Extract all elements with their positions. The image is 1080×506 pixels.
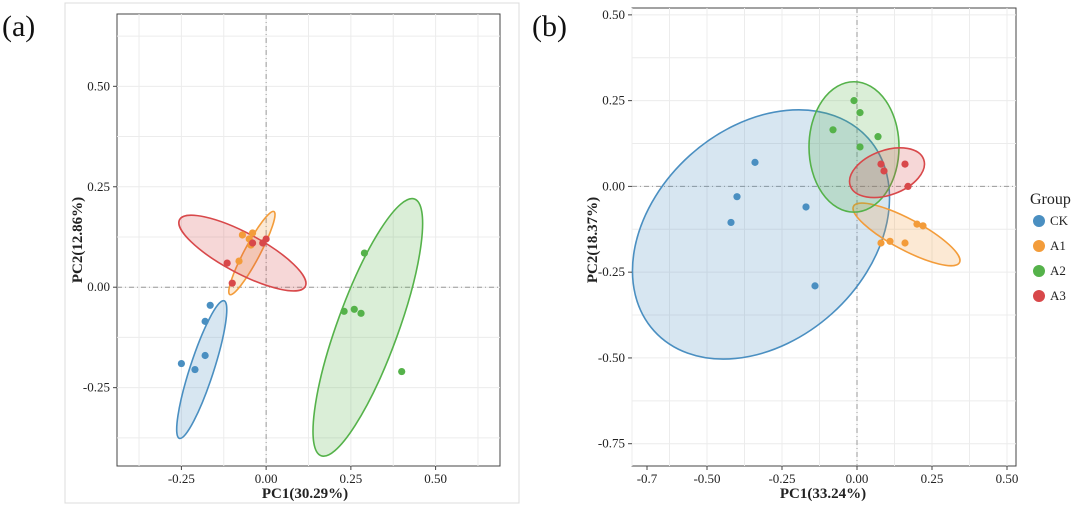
y-tick-label-a: 0.25 [87,179,110,194]
legend-swatch-a3 [1033,290,1045,302]
point-ck-b [802,203,810,211]
point-a2-a [360,249,369,257]
y-tick-label-b: 0.25 [602,93,625,108]
plot-b: -0.7 -0.50 -0.25 0.00 0.25 0.50 -0.75 -0.50 -0.2… [598,7,1019,486]
point-ck-a [177,359,185,368]
point-ck-b [733,193,741,201]
y-tick-label-b: -0.25 [598,264,625,279]
point-a1-b [919,222,927,230]
x-tick-label-b: -0.7 [637,471,658,486]
x-axis-title-a: PC1(30.29%) [262,486,348,502]
point-a1-b [877,239,885,247]
y-tick-label-b: -0.75 [598,436,625,451]
point-a2-a [350,305,358,313]
point-a3-b [901,160,909,168]
ellipse-ck-a [175,299,228,440]
point-a2-b [856,143,864,151]
point-ck-b [727,218,735,227]
point-ck-a [191,365,199,374]
legend-entry-a2: A2 [1050,263,1066,278]
legend-swatch-ck [1033,215,1045,227]
x-tick-label-a: -0.25 [168,471,195,486]
x-tick-label-a: 0.50 [424,471,447,486]
point-a3-a [223,259,231,267]
point-a3-a [228,279,236,287]
y-tick-label-b: -0.50 [598,350,625,365]
point-a3-a [262,235,270,243]
legend-entry-a1: A1 [1050,238,1066,253]
point-a3-b [880,167,888,175]
x-tick-label-b: -0.50 [693,471,720,486]
point-a2-b [829,126,837,134]
plot-area-b [631,7,1017,467]
point-a2-a [398,367,406,376]
ellipse-a2-b [808,80,900,213]
point-ck-a [201,317,209,325]
y-tick-label-b: 0.00 [602,178,625,193]
point-a2-b [856,109,864,117]
y-tick-label-b: 0.50 [602,7,625,22]
point-a2-b [874,133,882,141]
point-ck-a [201,351,209,360]
legend-title: Group [1030,191,1071,208]
x-tick-label-b: 0.00 [846,471,869,486]
x-axis-title-b: PC1(33.24%) [780,486,866,502]
point-a1-a [238,231,247,239]
x-tick-label-a: 0.25 [339,471,362,486]
x-tick-label-b: -0.25 [768,471,795,486]
ellipse-a2-a [312,197,424,457]
point-a3-a [248,239,257,247]
ellipse-a1-b [852,202,961,267]
panel-label-b: (b) [532,10,567,43]
ellipse-ck-b [631,109,891,360]
legend: Group CK A1 A2 A3 [1030,191,1071,303]
point-ck-b [811,282,819,290]
y-axis-title-b: PC2(18.37%) [585,197,601,283]
point-a1-a [235,257,243,265]
y-tick-label-a: 0.00 [87,279,110,294]
x-tick-label-a: 0.00 [255,471,278,486]
y-axis-title-a: PC2(12.86%) [70,197,86,283]
y-tick-label-a: -0.25 [83,380,110,395]
x-tick-label-b: 0.25 [921,471,944,486]
point-a2-a [340,307,348,315]
plot-a: -0.25 0.00 0.25 0.50 -0.25 0.00 0.25 0.50 [83,13,501,486]
point-a2-a [357,309,365,317]
point-a2-b [850,97,858,105]
point-a1-b [901,239,909,247]
point-a3-b [877,160,885,168]
panel-label-a: (a) [2,10,35,43]
legend-swatch-a2 [1033,265,1045,277]
point-a1-b [886,237,894,245]
point-a1-a [248,229,257,237]
legend-entry-ck: CK [1050,213,1069,228]
x-tick-label-b: 0.50 [996,471,1019,486]
legend-swatch-a1 [1033,240,1045,252]
point-ck-b [751,158,759,166]
y-tick-label-a: 0.50 [87,78,110,93]
legend-entry-a3: A3 [1050,288,1066,303]
point-a1-b [913,220,921,228]
point-ck-a [206,301,214,309]
point-a3-b [904,182,912,190]
